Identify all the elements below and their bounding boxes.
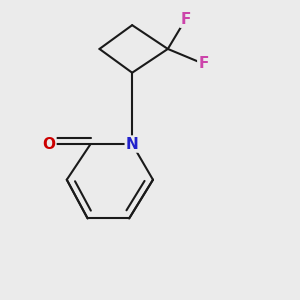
Text: F: F — [181, 12, 191, 27]
Text: F: F — [198, 56, 209, 71]
Text: N: N — [126, 136, 139, 152]
Text: O: O — [42, 136, 56, 152]
